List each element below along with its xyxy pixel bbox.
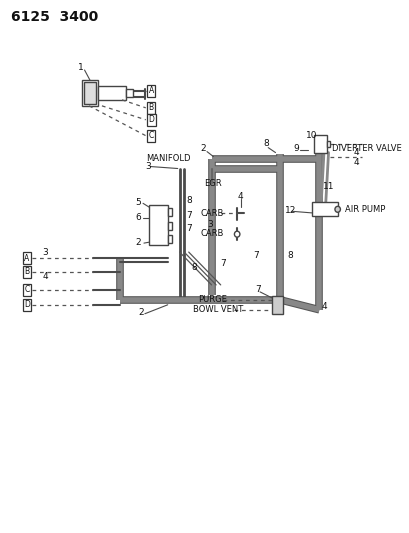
Text: 3: 3: [146, 162, 151, 171]
Text: 2: 2: [135, 238, 141, 247]
Text: 6125  3400: 6125 3400: [11, 10, 97, 25]
Text: B: B: [25, 268, 29, 277]
Bar: [167, 208, 172, 216]
Bar: [167, 235, 172, 243]
Text: 6: 6: [135, 213, 141, 222]
Bar: [311, 203, 337, 216]
Text: 8: 8: [287, 251, 292, 260]
Text: C: C: [24, 285, 29, 294]
Text: 3: 3: [207, 220, 212, 229]
Text: A: A: [148, 86, 153, 95]
Text: 4: 4: [236, 192, 242, 201]
Text: D: D: [148, 115, 154, 124]
Text: C: C: [148, 131, 153, 140]
Bar: [82, 80, 98, 106]
Text: 8: 8: [186, 196, 191, 205]
Text: 7: 7: [253, 251, 259, 260]
Text: AIR PUMP: AIR PUMP: [344, 205, 384, 214]
Text: 4: 4: [353, 148, 358, 157]
Text: D: D: [24, 300, 30, 309]
Text: BOWL VENT: BOWL VENT: [193, 305, 243, 314]
Text: PURGE: PURGE: [198, 295, 226, 304]
Text: 5: 5: [135, 198, 141, 207]
Bar: [83, 82, 96, 104]
Text: 2: 2: [200, 144, 206, 153]
Text: 7: 7: [186, 224, 191, 233]
Text: 4: 4: [353, 158, 358, 167]
Bar: [98, 86, 126, 100]
Circle shape: [334, 206, 339, 212]
Circle shape: [234, 231, 239, 237]
Bar: [167, 222, 172, 230]
Text: A: A: [24, 254, 29, 263]
Text: 7: 7: [186, 211, 191, 220]
Text: 8: 8: [263, 139, 269, 148]
Bar: [313, 135, 326, 152]
Text: 2: 2: [138, 308, 144, 317]
Text: 12: 12: [284, 206, 295, 215]
Text: B: B: [148, 103, 153, 112]
Text: 3: 3: [43, 247, 48, 256]
Text: 11: 11: [322, 182, 334, 191]
Text: 10: 10: [305, 131, 317, 140]
Text: 7: 7: [255, 285, 261, 294]
Text: CARB: CARB: [200, 209, 223, 218]
Text: 4: 4: [320, 302, 326, 311]
Bar: [149, 205, 167, 245]
Text: MANIFOLD: MANIFOLD: [146, 154, 190, 163]
Text: 9: 9: [293, 144, 299, 153]
Text: 7: 7: [220, 259, 226, 268]
Text: DIVERTER VALVE: DIVERTER VALVE: [331, 144, 401, 153]
Text: CARB: CARB: [200, 229, 223, 238]
Bar: [271, 296, 282, 314]
Text: 1: 1: [78, 62, 84, 71]
Bar: [326, 141, 330, 147]
Text: 4: 4: [43, 272, 48, 281]
Text: EGR: EGR: [204, 179, 221, 188]
Bar: [126, 89, 133, 97]
Text: 8: 8: [191, 263, 197, 272]
